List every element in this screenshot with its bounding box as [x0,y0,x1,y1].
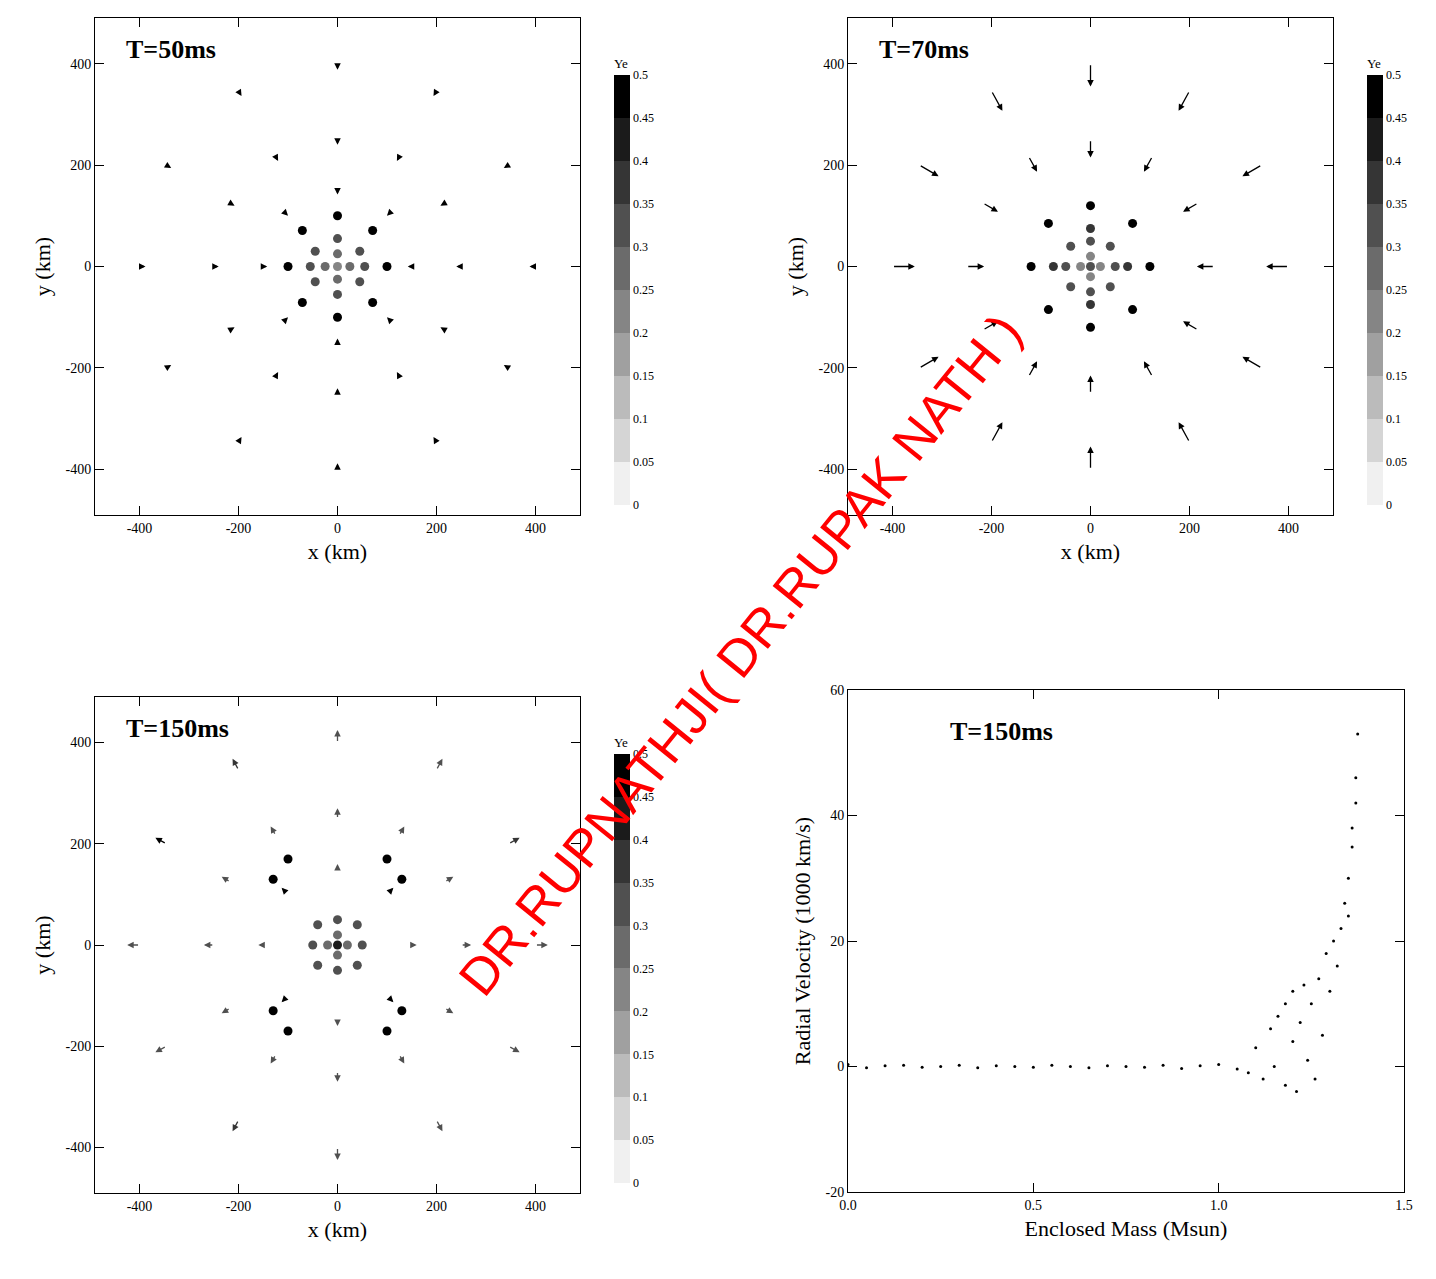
svg-text:DR.RUPNATHJI( DR.RUPAK NATH ): DR.RUPNATHJI( DR.RUPAK NATH ) [447,303,1032,1006]
svg-text:-400: -400 [66,1140,92,1155]
svg-text:-400: -400 [880,521,906,536]
svg-text:Ye: Ye [614,56,628,71]
svg-text:0.1: 0.1 [1386,412,1401,426]
svg-text:0.3: 0.3 [1386,240,1401,254]
svg-text:Radial Velocity (1000 km/s): Radial Velocity (1000 km/s) [790,817,815,1065]
svg-text:200: 200 [823,158,844,173]
svg-text:Ye: Ye [1367,56,1381,71]
svg-text:-400: -400 [819,462,845,477]
svg-text:0.45: 0.45 [633,790,654,804]
svg-text:400: 400 [70,57,91,72]
svg-text:0.5: 0.5 [633,747,648,761]
svg-text:0.15: 0.15 [1386,369,1407,383]
svg-text:T=70ms: T=70ms [879,35,969,64]
svg-text:60: 60 [830,683,844,698]
svg-text:400: 400 [823,57,844,72]
svg-text:0.1: 0.1 [633,1090,648,1104]
svg-text:0: 0 [633,498,639,512]
svg-text:Ye: Ye [614,735,628,750]
svg-text:0.1: 0.1 [633,412,648,426]
svg-text:0.3: 0.3 [633,240,648,254]
svg-text:-200: -200 [226,1199,252,1214]
svg-text:0: 0 [837,1059,844,1074]
svg-text:0.05: 0.05 [633,455,654,469]
svg-text:y (km): y (km) [30,915,55,974]
svg-text:0: 0 [1087,521,1094,536]
svg-text:x (km): x (km) [1061,539,1120,564]
svg-text:0.05: 0.05 [633,1133,654,1147]
svg-text:0: 0 [334,1199,341,1214]
svg-text:0.15: 0.15 [633,1048,654,1062]
svg-text:200: 200 [1179,521,1200,536]
svg-text:-400: -400 [66,462,92,477]
svg-text:0: 0 [84,938,91,953]
svg-text:200: 200 [70,158,91,173]
svg-text:0.35: 0.35 [633,876,654,890]
svg-text:0: 0 [84,259,91,274]
svg-text:0.2: 0.2 [633,326,648,340]
svg-text:-400: -400 [127,1199,153,1214]
svg-text:400: 400 [525,1199,546,1214]
svg-text:0.5: 0.5 [1386,68,1401,82]
svg-text:-200: -200 [819,361,845,376]
svg-text:T=150ms: T=150ms [126,714,229,743]
svg-text:200: 200 [426,521,447,536]
svg-text:0.15: 0.15 [633,369,654,383]
svg-text:0.35: 0.35 [633,197,654,211]
svg-text:1.5: 1.5 [1395,1198,1413,1213]
svg-text:x (km): x (km) [308,539,367,564]
svg-text:-200: -200 [66,1039,92,1054]
svg-text:0.5: 0.5 [1025,1198,1043,1213]
svg-text:20: 20 [830,934,844,949]
svg-text:-200: -200 [66,361,92,376]
svg-text:y (km): y (km) [30,237,55,296]
svg-text:0: 0 [633,1176,639,1190]
svg-text:0.0: 0.0 [839,1198,857,1213]
svg-text:0.25: 0.25 [1386,283,1407,297]
svg-text:0.45: 0.45 [1386,111,1407,125]
svg-text:0.2: 0.2 [633,1005,648,1019]
svg-text:0: 0 [1386,498,1392,512]
svg-text:0: 0 [334,521,341,536]
svg-text:1.0: 1.0 [1210,1198,1228,1213]
svg-text:-400: -400 [127,521,153,536]
svg-text:0.4: 0.4 [633,154,648,168]
svg-text:Enclosed Mass (Msun): Enclosed Mass (Msun) [1025,1216,1228,1241]
svg-text:T=50ms: T=50ms [126,35,216,64]
svg-text:0.5: 0.5 [633,68,648,82]
svg-text:200: 200 [70,837,91,852]
svg-text:-200: -200 [226,521,252,536]
svg-text:0.4: 0.4 [1386,154,1401,168]
svg-text:400: 400 [1278,521,1299,536]
svg-text:40: 40 [830,808,844,823]
svg-text:400: 400 [525,521,546,536]
svg-text:0.25: 0.25 [633,283,654,297]
svg-text:0: 0 [837,259,844,274]
svg-text:400: 400 [70,735,91,750]
svg-text:0.25: 0.25 [633,962,654,976]
svg-text:200: 200 [426,1199,447,1214]
svg-text:0.2: 0.2 [1386,326,1401,340]
svg-text:0.3: 0.3 [633,919,648,933]
svg-text:x (km): x (km) [308,1217,367,1242]
svg-text:0.35: 0.35 [1386,197,1407,211]
svg-text:-20: -20 [826,1185,845,1200]
svg-text:-200: -200 [979,521,1005,536]
svg-text:y (km): y (km) [783,237,808,296]
svg-text:0.45: 0.45 [633,111,654,125]
svg-text:T=150ms: T=150ms [950,717,1053,746]
svg-text:0.4: 0.4 [633,833,648,847]
svg-text:0.05: 0.05 [1386,455,1407,469]
